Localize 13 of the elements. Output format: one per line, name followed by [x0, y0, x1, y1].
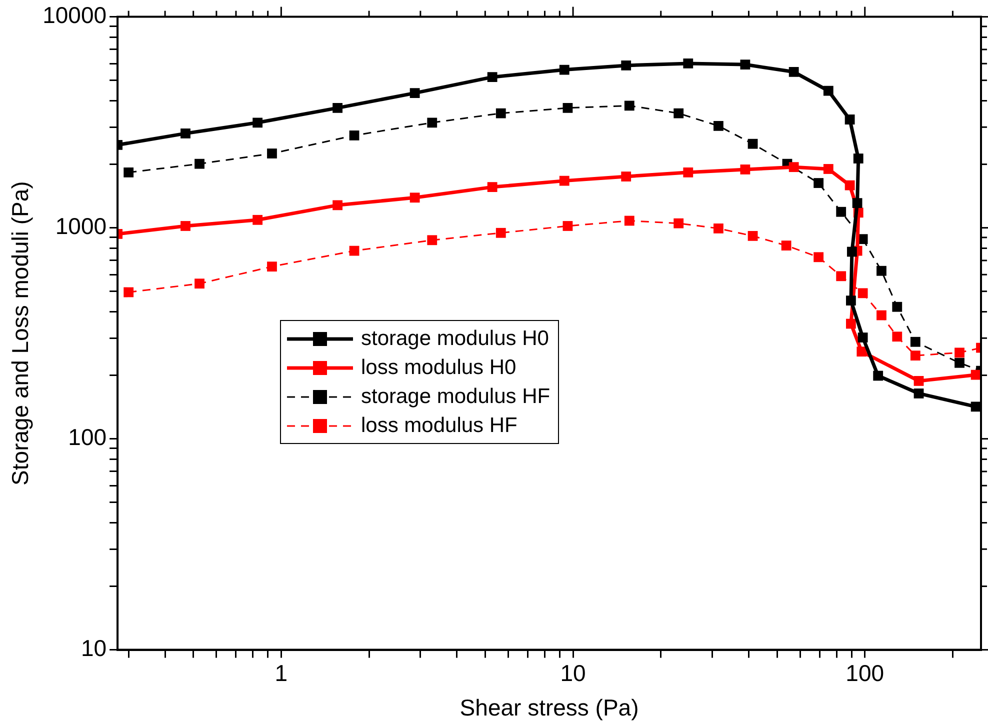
x-axis-title: Shear stress (Pa) — [460, 694, 639, 721]
y-tick-label: 10000 — [42, 2, 107, 28]
y-tick-label: 100 — [68, 424, 107, 450]
x-tick-label: 10 — [560, 660, 586, 686]
y-axis-title: Storage and Loss moduli (Pa) — [7, 181, 34, 486]
x-tick-label: 1 — [274, 660, 288, 686]
legend-label: loss modulus HF — [361, 414, 518, 438]
legend-label: storage modulus H0 — [361, 326, 549, 350]
legend-label: loss modulus H0 — [361, 356, 516, 380]
legend-label: storage modulus HF — [361, 384, 550, 408]
y-tick-label: 1000 — [55, 213, 107, 240]
y-tick-label: 10 — [80, 635, 107, 662]
x-tick-label: 100 — [846, 660, 884, 686]
